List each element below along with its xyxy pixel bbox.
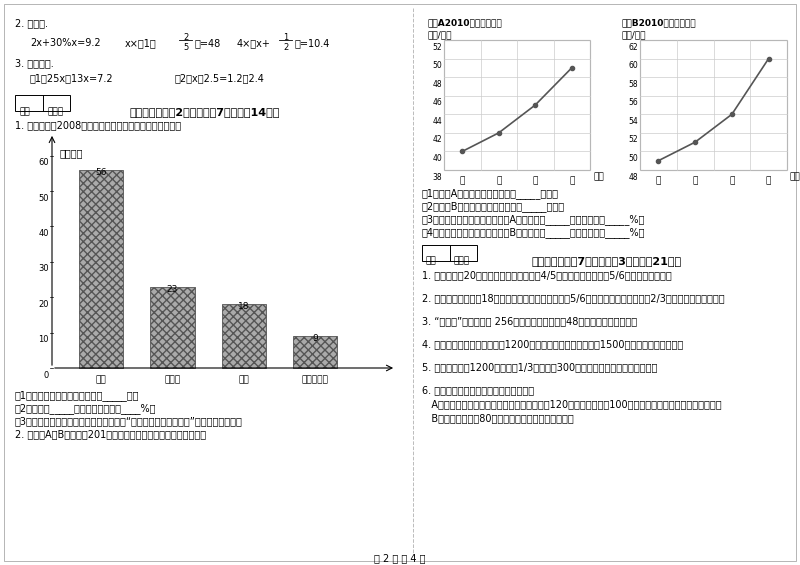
Text: 5. 仓库里有大父1200袋，运走1/3，又运来300袋，运来的是运走的几分之几？: 5. 仓库里有大父1200袋，运走1/3，又运来300袋，运来的是运走的几分之几…: [422, 362, 658, 372]
Text: 54: 54: [628, 117, 638, 126]
Text: 得分: 得分: [426, 256, 437, 265]
Text: 一: 一: [459, 176, 465, 185]
FancyBboxPatch shape: [79, 170, 123, 368]
Text: 1: 1: [283, 33, 288, 42]
Text: （2）x：2.5=1.2：2.4: （2）x：2.5=1.2：2.4: [175, 73, 265, 83]
Text: 四: 四: [766, 176, 771, 185]
FancyBboxPatch shape: [422, 245, 477, 261]
Text: 38: 38: [432, 172, 442, 181]
Text: 六、应用题（共7小题，每题3分，共耇21分）: 六、应用题（共7小题，每题3分，共耇21分）: [532, 256, 682, 266]
Text: 3. “大家乐”超市有苹果 256千克，比梨的两倍多48千克，梨有多少千克？: 3. “大家乐”超市有苹果 256千克，比梨的两倍多48千克，梨有多少千克？: [422, 316, 637, 326]
Text: 46: 46: [432, 98, 442, 107]
Text: （3）投票结果一出来，报纸、电视都说：“北京得票是数遥遥领先”，为什么这样说？: （3）投票结果一出来，报纸、电视都说：“北京得票是数遥遥领先”，为什么这样说？: [15, 416, 243, 426]
Text: 2: 2: [283, 43, 288, 52]
Text: 48: 48: [432, 80, 442, 89]
Text: 一: 一: [656, 176, 661, 185]
Text: 五、综合题（共2小题，每题7分，共耇14分）: 五、综合题（共2小题，每题7分，共耇14分）: [130, 107, 280, 117]
Text: 60: 60: [628, 61, 638, 70]
Text: 产値/万元: 产値/万元: [622, 30, 646, 39]
Text: 评卷人: 评卷人: [454, 256, 470, 265]
Text: 产値/万元: 产値/万元: [427, 30, 451, 39]
Text: 48: 48: [628, 172, 638, 181]
Text: 2. 小红的储蓄筱中朐18元，小华的储蓄的錢是小红的5/6，小新储蓄的錢是小华的2/3，小新傤蓄了多少元？: 2. 小红的储蓄筱中朐18元，小华的储蓄的錢是小红的5/6，小新储蓄的錢是小华的…: [422, 293, 725, 303]
Text: 季度: 季度: [790, 172, 800, 181]
Text: ）=10.4: ）=10.4: [295, 38, 330, 48]
Text: 工厂B2010年产値统计图: 工厂B2010年产値统计图: [622, 18, 697, 27]
Text: 5: 5: [183, 43, 188, 52]
Text: 2. 如图是A、B两个工厂201年产値统计图，根据统计图回答问题。: 2. 如图是A、B两个工厂201年产値统计图，根据统计图回答问题。: [15, 429, 206, 439]
Text: A、六一儿童节，同学们折纸花，六年级做了120朵，五年级做了100朵，六年级比五年级多做百分之几？: A、六一儿童节，同学们折纸花，六年级做了120朵，五年级做了100朵，六年级比五…: [422, 399, 722, 409]
Text: 三: 三: [533, 176, 538, 185]
Text: x×（1－: x×（1－: [125, 38, 157, 48]
FancyBboxPatch shape: [293, 336, 338, 368]
Text: （3）四季度与一季度相比，工厂A产値增加了_____万元，增加了_____%。: （3）四季度与一季度相比，工厂A产値增加了_____万元，增加了_____%。: [422, 214, 646, 225]
Text: 42: 42: [432, 136, 442, 144]
Text: 3. 求未知数.: 3. 求未知数.: [15, 58, 54, 68]
Text: （2）北京得_____票，占得票总数的____%。: （2）北京得_____票，占得票总数的____%。: [15, 403, 157, 414]
Text: 6. 下面各题，只列出综合算式，不解答。: 6. 下面各题，只列出综合算式，不解答。: [422, 385, 534, 395]
Text: 巴黎: 巴黎: [238, 375, 249, 384]
Text: 44: 44: [432, 117, 442, 126]
Text: 40: 40: [432, 154, 442, 163]
Text: （1）25x－13x=7.2: （1）25x－13x=7.2: [30, 73, 114, 83]
Text: 52: 52: [432, 42, 442, 51]
Text: 30: 30: [38, 264, 49, 273]
Text: 9: 9: [312, 334, 318, 343]
Text: 1. 下面是申报2008年奥运会主办城市的得票情况统计图。: 1. 下面是申报2008年奥运会主办城市的得票情况统计图。: [15, 120, 181, 130]
Text: 四: 四: [569, 176, 574, 185]
Text: 伊斯坦布尔: 伊斯坦布尔: [302, 375, 329, 384]
Text: 62: 62: [628, 42, 638, 51]
Text: 20: 20: [38, 299, 49, 308]
Text: 40: 40: [38, 229, 49, 238]
Text: 北京: 北京: [96, 375, 106, 384]
Text: （1）四个申办城市的得票总数是_____票。: （1）四个申办城市的得票总数是_____票。: [15, 390, 139, 401]
Text: 50: 50: [38, 194, 49, 203]
Text: 二: 二: [693, 176, 698, 185]
Text: 评卷人: 评卷人: [47, 107, 63, 116]
Text: 工厂A2010年产値统计图: 工厂A2010年产値统计图: [427, 18, 502, 27]
Text: 10: 10: [38, 335, 49, 344]
Text: 0: 0: [44, 371, 49, 380]
Text: 23: 23: [166, 285, 178, 294]
Text: 单位：票: 单位：票: [60, 148, 83, 158]
Text: （2）工厂B四个季度产値的中位数是_____万元。: （2）工厂B四个季度产値的中位数是_____万元。: [422, 201, 565, 212]
Text: （4）四季度与一季度相比，工厂B产値增加了_____万元，增加了_____%。: （4）四季度与一季度相比，工厂B产値增加了_____万元，增加了_____%。: [422, 227, 646, 238]
Text: 52: 52: [628, 136, 638, 144]
Text: 58: 58: [628, 80, 638, 89]
Text: 二: 二: [496, 176, 502, 185]
Text: 56: 56: [628, 98, 638, 107]
Text: 季度: 季度: [593, 172, 604, 181]
Text: 三: 三: [729, 176, 734, 185]
Text: 2. 解方程.: 2. 解方程.: [15, 18, 48, 28]
Text: ）=48: ）=48: [195, 38, 222, 48]
FancyBboxPatch shape: [150, 286, 194, 368]
Text: 4×（x+: 4×（x+: [237, 38, 271, 48]
Text: （1）工厂A平均每个季度的产値是_____万元。: （1）工厂A平均每个季度的产値是_____万元。: [422, 188, 559, 199]
Text: 60: 60: [38, 158, 49, 167]
Text: 50: 50: [628, 154, 638, 163]
Text: 4. 某工厂职工原来平均月工资1200元，现在平均月工资增加到1500元，增长了百分之几？: 4. 某工厂职工原来平均月工资1200元，现在平均月工资增加到1500元，增长了…: [422, 339, 683, 349]
Text: 得分: 得分: [19, 107, 30, 116]
Text: 2: 2: [183, 33, 188, 42]
Text: B、六年级有男生80人，比女生多，女生有多少人？: B、六年级有男生80人，比女生多，女生有多少人？: [422, 413, 574, 423]
Text: 1. 学校有排琓20个，排球的个数是篹球的4/5，篹球个数是足球的5/6，足球有多少个？: 1. 学校有排琓20个，排球的个数是篹球的4/5，篹球个数是足球的5/6，足球有…: [422, 270, 672, 280]
Text: 2x+30%x=9.2: 2x+30%x=9.2: [30, 38, 101, 48]
Text: 18: 18: [238, 302, 250, 311]
Text: 第 2 页 共 4 页: 第 2 页 共 4 页: [374, 553, 426, 563]
FancyBboxPatch shape: [222, 305, 266, 368]
Text: 50: 50: [432, 61, 442, 70]
Text: 56: 56: [95, 168, 106, 177]
Text: 多伦多: 多伦多: [164, 375, 181, 384]
FancyBboxPatch shape: [15, 95, 70, 111]
